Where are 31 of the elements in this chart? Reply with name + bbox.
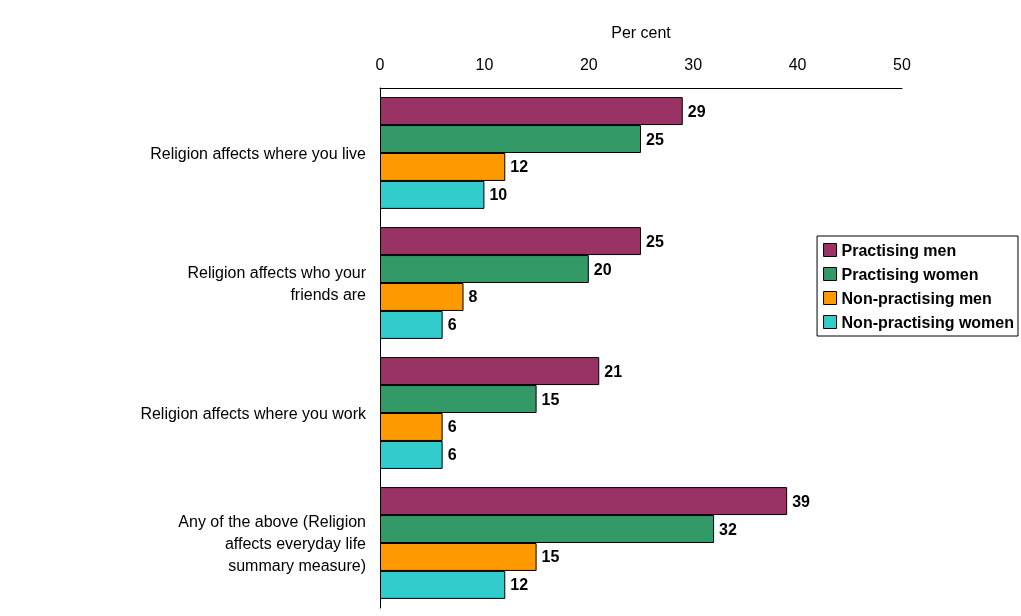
- x-tick-label: 50: [893, 55, 911, 73]
- x-tick-label: 0: [375, 55, 385, 73]
- data-label: 6: [447, 418, 457, 436]
- x-tick-label: 20: [579, 55, 598, 73]
- data-label: 6: [447, 446, 457, 464]
- data-label: 15: [541, 548, 560, 566]
- y-tick-label: Religion affects where you live: [150, 144, 367, 162]
- data-label: 29: [687, 102, 706, 120]
- data-label: 32: [719, 520, 737, 538]
- data-label: 39: [792, 492, 811, 510]
- data-label: 21: [604, 362, 623, 380]
- x-axis-title: Per cent: [611, 23, 672, 41]
- data-label: 6: [447, 316, 457, 334]
- data-label: 8: [468, 288, 478, 306]
- data-label: 15: [541, 390, 560, 408]
- legend-label: Practising women: [841, 265, 979, 283]
- legend-label: Non-practising men: [841, 289, 992, 307]
- data-label: 10: [489, 186, 508, 204]
- data-label: 25: [646, 130, 664, 148]
- data-label: 25: [646, 232, 664, 250]
- data-label: 12: [510, 576, 529, 594]
- legend-label: Non-practising women: [841, 313, 1014, 331]
- legend-label: Practising men: [841, 241, 957, 259]
- y-tick-label: Any of the above (Religion affects everyday life summary measure): [178, 512, 367, 574]
- x-tick-label: 10: [475, 55, 494, 73]
- x-tick-label: 40: [788, 55, 807, 73]
- data-label: 12: [510, 158, 529, 176]
- data-label: 20: [593, 260, 612, 278]
- x-tick-label: 30: [684, 55, 703, 73]
- y-tick-label: Religion affects where you work: [140, 404, 367, 422]
- y-tick-label: Religion affects who your friends are: [187, 263, 367, 303]
